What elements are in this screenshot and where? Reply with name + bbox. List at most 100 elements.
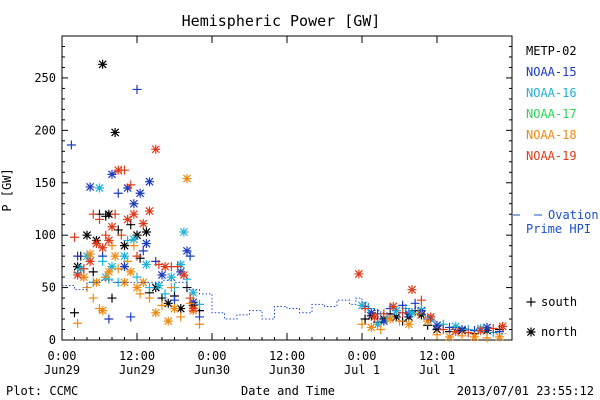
point-south-noaa-16 [132,272,142,282]
x-axis-label: Date and Time [241,384,335,398]
point-north-noaa-15 [482,322,492,332]
point-north-noaa-16 [154,280,164,290]
y-tick-label: 0 [49,333,56,347]
point-south-noaa-18 [123,256,133,266]
point-north-noaa-18 [104,267,114,277]
series-ovation-prime-hpi [62,279,506,335]
marker-legend-symbol [526,297,536,307]
x-axis-ticks: 0:00Jun2912:00Jun290:00Jun3012:00Jun300:… [44,36,500,377]
point-north-noaa-15 [120,262,129,272]
point-north-noaa-19 [476,326,486,336]
point-south-noaa-18 [82,283,92,293]
point-north-noaa-15 [85,182,95,192]
point-north-noaa-16 [95,183,104,193]
x-tick-label-date: Jun29 [44,363,80,377]
point-north-noaa-15 [182,246,192,256]
point-south-noaa-15 [66,140,76,150]
point-south-noaa-15 [104,314,114,324]
chart-title: Hemispheric Power [GW] [182,12,381,30]
point-south-noaa-18 [107,241,117,251]
legend-entry-noaa-15: NOAA-15 [526,65,577,79]
marker-legend-symbol [526,327,536,337]
point-south-noaa-18 [457,331,467,341]
point-north-noaa-15 [379,316,389,326]
point-north-noaa-19 [388,301,398,311]
point-south-noaa-18 [176,312,186,322]
point-north-noaa-19 [91,239,101,249]
point-north-noaa-16 [141,260,151,270]
point-north-metp-02 [176,304,186,314]
point-north-noaa-19 [113,165,123,175]
point-south-noaa-18 [145,293,154,303]
point-south-noaa-16 [123,235,133,245]
point-north-noaa-18 [366,322,376,332]
point-south-noaa-19 [416,295,426,305]
point-north-noaa-16 [451,321,461,331]
point-north-noaa-19 [354,269,364,279]
series-noaa-18 [73,165,504,343]
x-tick-label-time: 0:00 [198,349,227,363]
point-south-noaa-19 [379,309,389,319]
legend-entry-noaa-16: NOAA-16 [526,86,577,100]
point-south-noaa-18 [135,289,145,299]
point-south-noaa-15 [126,312,136,322]
point-south-noaa-19 [120,165,129,175]
point-south-noaa-18 [166,283,176,293]
point-south-noaa-18 [113,264,123,274]
point-south-noaa-18 [357,319,367,329]
x-tick-label-time: 0:00 [348,349,377,363]
point-north-metp-02 [141,227,151,237]
point-north-noaa-15 [123,183,133,193]
point-north-noaa-18 [110,251,120,261]
y-tick-label: 150 [34,176,56,190]
point-north-metp-02 [132,230,142,240]
point-north-noaa-19 [451,327,461,337]
point-south-noaa-16 [145,283,154,293]
point-north-noaa-15 [141,239,151,249]
point-south-noaa-19 [101,230,111,240]
point-north-noaa-15 [145,177,154,187]
point-north-noaa-18 [445,332,454,342]
x-tick-label-time: 0:00 [48,349,77,363]
point-south-metp-02 [126,220,136,230]
x-tick-label-date: Jun30 [269,363,305,377]
legend-entry-noaa-18: NOAA-18 [526,128,577,142]
point-south-noaa-18 [395,316,404,326]
point-north-noaa-18 [126,267,136,277]
point-south-noaa-15 [73,251,83,261]
series-noaa-15 [66,84,504,337]
y-axis-ticks: 0 50 100 150 200 250 [34,45,512,347]
point-north-noaa-19 [498,321,508,331]
point-south-metp-02 [70,308,79,318]
point-north-noaa-15 [135,188,145,198]
y-axis-label: P [GW] [0,168,14,211]
point-south-noaa-18 [129,241,139,251]
y-tick-label: 100 [34,228,56,242]
point-south-noaa-15 [132,84,142,94]
point-north-noaa-19 [407,285,417,295]
point-north-noaa-19 [107,222,117,232]
point-north-noaa-15 [457,325,467,335]
point-north-noaa-15 [366,308,376,318]
y-tick-label: 50 [42,281,56,295]
point-north-metp-02 [110,127,120,137]
point-south-noaa-15 [113,188,123,198]
point-north-noaa-19 [188,304,198,314]
point-north-noaa-16 [373,319,383,329]
point-south-noaa-19 [110,209,120,219]
point-north-metp-02 [163,298,173,308]
point-south-noaa-18 [157,300,167,310]
point-north-noaa-15 [404,309,414,319]
point-north-noaa-19 [98,243,108,253]
point-north-metp-02 [104,209,114,219]
point-north-noaa-18 [404,319,414,329]
point-south-noaa-19 [154,260,164,270]
point-north-noaa-18 [85,249,95,259]
point-north-noaa-15 [432,320,442,330]
point-north-noaa-15 [157,270,167,280]
point-north-noaa-16 [82,251,92,261]
point-south-noaa-16 [416,304,426,314]
point-north-noaa-16 [391,306,401,316]
point-north-noaa-16 [107,262,117,272]
point-north-noaa-18 [495,332,504,342]
